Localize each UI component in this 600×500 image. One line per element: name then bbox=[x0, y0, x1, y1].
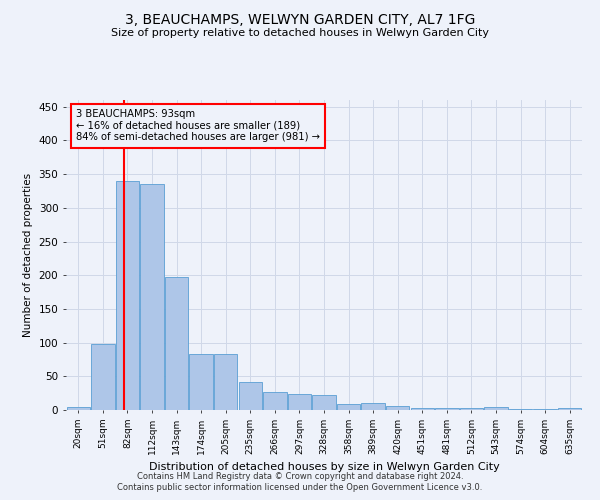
Bar bbox=[91, 344, 115, 410]
Text: 3, BEAUCHAMPS, WELWYN GARDEN CITY, AL7 1FG: 3, BEAUCHAMPS, WELWYN GARDEN CITY, AL7 1… bbox=[125, 12, 475, 26]
Text: Size of property relative to detached houses in Welwyn Garden City: Size of property relative to detached ho… bbox=[111, 28, 489, 38]
Bar bbox=[313, 395, 335, 410]
Bar bbox=[484, 406, 508, 410]
X-axis label: Distribution of detached houses by size in Welwyn Garden City: Distribution of detached houses by size … bbox=[149, 462, 499, 472]
Bar bbox=[214, 354, 238, 410]
Bar bbox=[337, 404, 360, 410]
Text: Contains HM Land Registry data © Crown copyright and database right 2024.: Contains HM Land Registry data © Crown c… bbox=[137, 472, 463, 481]
Bar bbox=[288, 394, 311, 410]
Bar bbox=[165, 277, 188, 410]
Bar bbox=[386, 406, 409, 410]
Text: 3 BEAUCHAMPS: 93sqm
← 16% of detached houses are smaller (189)
84% of semi-detac: 3 BEAUCHAMPS: 93sqm ← 16% of detached ho… bbox=[76, 110, 320, 142]
Bar bbox=[410, 408, 434, 410]
Bar bbox=[239, 382, 262, 410]
Bar bbox=[263, 392, 287, 410]
Bar bbox=[190, 354, 213, 410]
Y-axis label: Number of detached properties: Number of detached properties bbox=[23, 173, 33, 337]
Bar bbox=[361, 404, 385, 410]
Bar bbox=[435, 408, 458, 410]
Bar bbox=[558, 408, 581, 410]
Bar bbox=[140, 184, 164, 410]
Text: Contains public sector information licensed under the Open Government Licence v3: Contains public sector information licen… bbox=[118, 484, 482, 492]
Bar bbox=[116, 181, 139, 410]
Bar bbox=[67, 406, 90, 410]
Bar bbox=[460, 408, 483, 410]
